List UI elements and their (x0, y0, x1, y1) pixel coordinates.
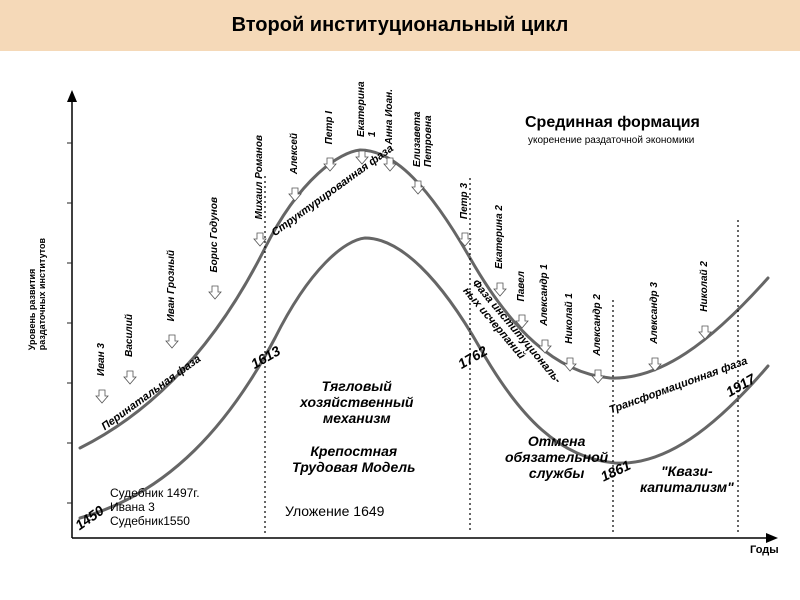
ruler-label-6: Петр I (324, 111, 335, 144)
page-title: Второй институциональный цикл (0, 14, 800, 37)
ruler-label-2: Иван Грозный (166, 250, 177, 321)
formation-title: Срединная формация (525, 114, 700, 132)
ruler-label-8: Анна Иоан. (384, 89, 395, 144)
ruler-label-15: Александр 2 (592, 294, 603, 356)
ruler-label-10: Петр 3 (459, 183, 470, 219)
big-label-1: КрепостнаяТрудовая Модель (292, 443, 415, 475)
ruler-label-4: Михаил Романов (254, 135, 265, 219)
ruler-label-14: Николай 1 (564, 293, 575, 344)
ruler-label-7: Екатерина 1 (356, 78, 378, 137)
page-header: Второй институциональный цикл (0, 0, 800, 51)
ruler-label-11: Екатерина 2 (494, 205, 505, 269)
ruler-label-0: Иван 3 (96, 343, 107, 376)
ruler-label-9: Елизавета Петровна (412, 78, 434, 167)
ruler-label-17: Николай 2 (699, 261, 710, 312)
diagram: Уровень развитияраздаточных институтов Го… (0, 78, 800, 600)
x-axis-title: Годы (750, 544, 779, 556)
note-0: Судебник 1497г.Ивана 3Судебник1550 (110, 486, 200, 528)
ruler-label-12: Павел (516, 271, 527, 301)
big-label-3: "Квази-капитализм" (640, 463, 734, 495)
note-1: Уложение 1649 (285, 503, 384, 519)
big-label-2: Отменаобязательнойслужбы (505, 433, 608, 481)
y-axis-title: Уровень развитияраздаточных институтов (28, 238, 48, 350)
big-label-0: Тягловыйхозяйственныймеханизм (300, 378, 413, 426)
ruler-label-13: Александр 1 (539, 264, 550, 326)
ruler-label-3: Борис Годунов (209, 197, 220, 272)
ruler-label-16: Александр 3 (649, 282, 660, 344)
formation-subtitle: укоренение раздаточной экономики (528, 135, 694, 146)
ruler-label-1: Василий (124, 314, 135, 357)
ruler-label-5: Алексей (289, 133, 300, 174)
